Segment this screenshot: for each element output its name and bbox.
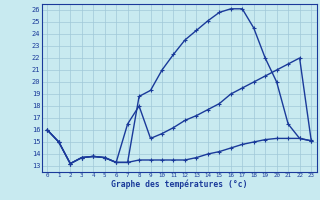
X-axis label: Graphe des températures (°c): Graphe des températures (°c) xyxy=(111,180,247,189)
